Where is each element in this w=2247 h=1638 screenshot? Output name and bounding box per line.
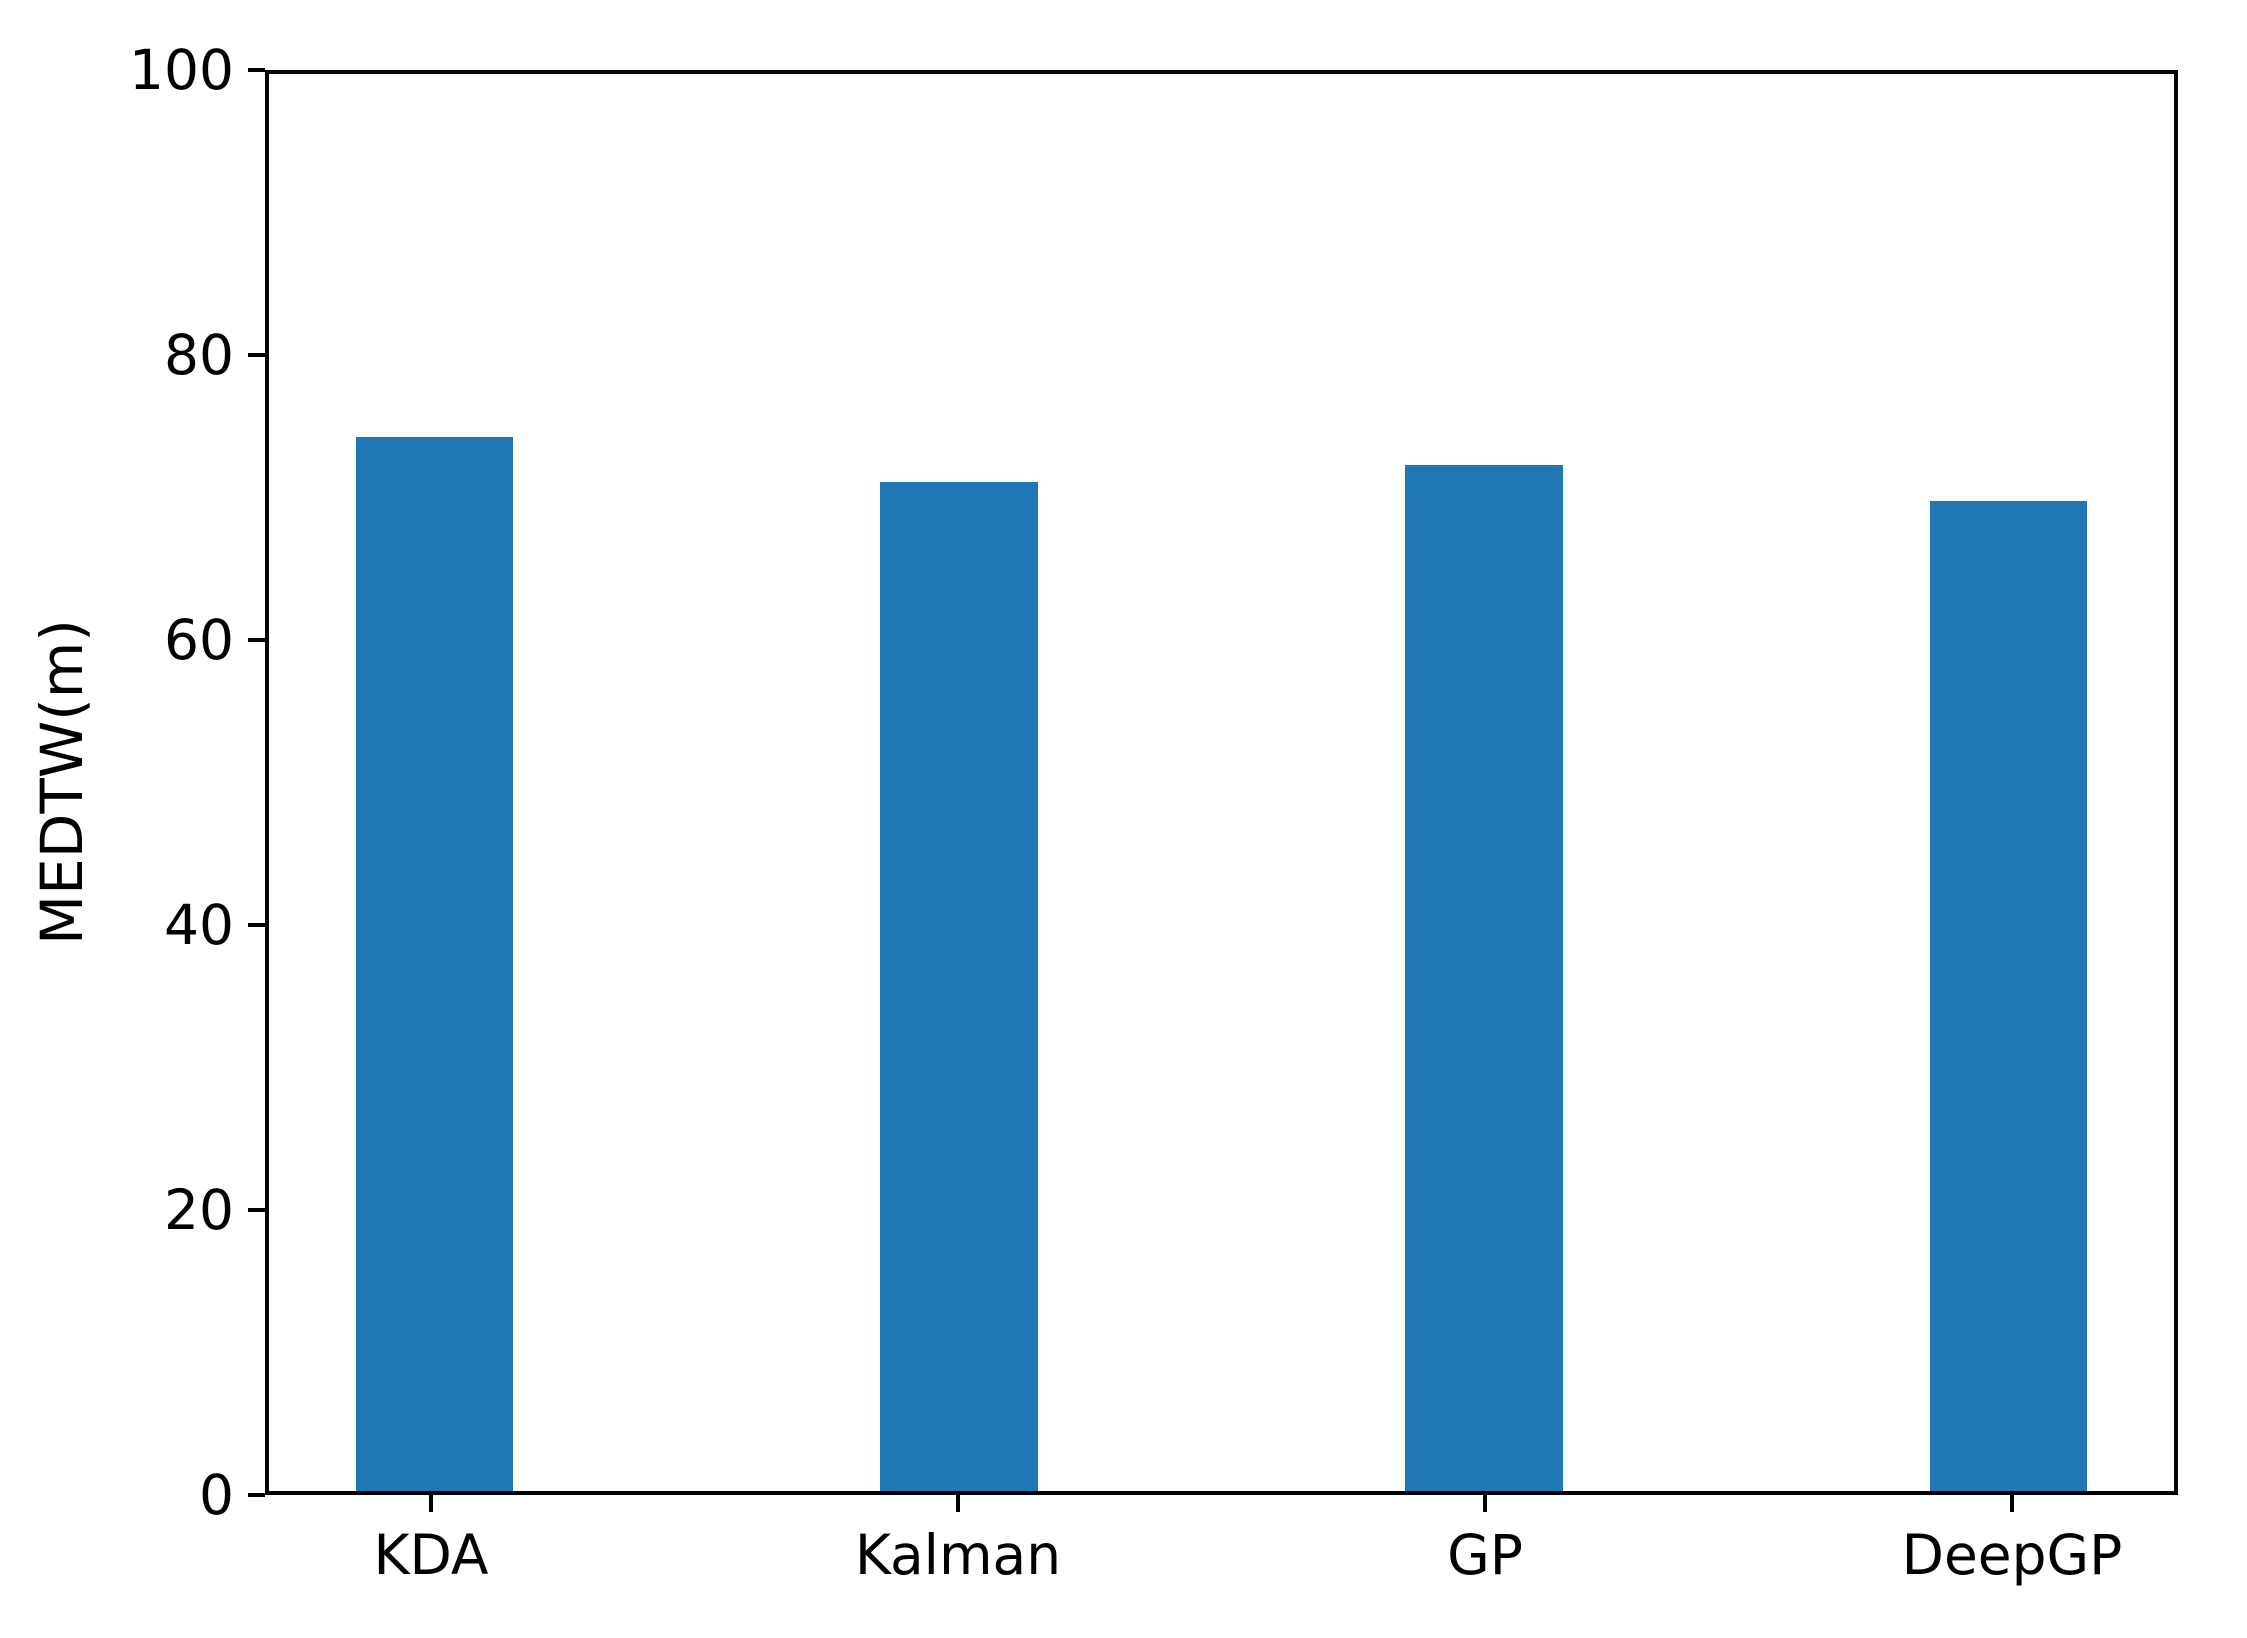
bars-container — [269, 74, 2174, 1491]
bar-kalman — [880, 482, 1038, 1491]
x-tick-label-kalman: Kalman — [854, 1523, 1062, 1587]
y-tick-mark-80 — [248, 353, 265, 357]
x-tick-mark-deepgp — [2009, 1495, 2014, 1512]
bar-gp — [1405, 465, 1563, 1491]
x-tick-mark-gp — [1482, 1495, 1487, 1512]
plot-area — [265, 70, 2178, 1495]
y-tick-label-100: 100 — [129, 38, 234, 102]
y-tick-mark-0 — [248, 1493, 265, 1497]
y-tick-label-0: 0 — [199, 1463, 234, 1527]
x-tick-mark-kda — [429, 1495, 433, 1512]
y-tick-label-80: 80 — [164, 323, 234, 387]
bar-kda — [355, 436, 514, 1491]
y-tick-mark-100 — [248, 68, 265, 72]
y-tick-mark-60 — [248, 638, 265, 642]
y-tick-mark-40 — [248, 923, 265, 927]
x-tick-label-deepgp: DeepGP — [1901, 1523, 2123, 1587]
y-tick-mark-20 — [248, 1208, 265, 1212]
bar-deepgp — [1929, 500, 2088, 1491]
x-tick-label-gp: GP — [1447, 1523, 1523, 1587]
y-tick-label-20: 20 — [164, 1178, 234, 1242]
y-tick-label-40: 40 — [164, 893, 234, 957]
x-tick-mark-kalman — [956, 1495, 960, 1512]
y-tick-label-60: 60 — [164, 608, 234, 672]
x-tick-label-kda: KDA — [373, 1523, 489, 1587]
